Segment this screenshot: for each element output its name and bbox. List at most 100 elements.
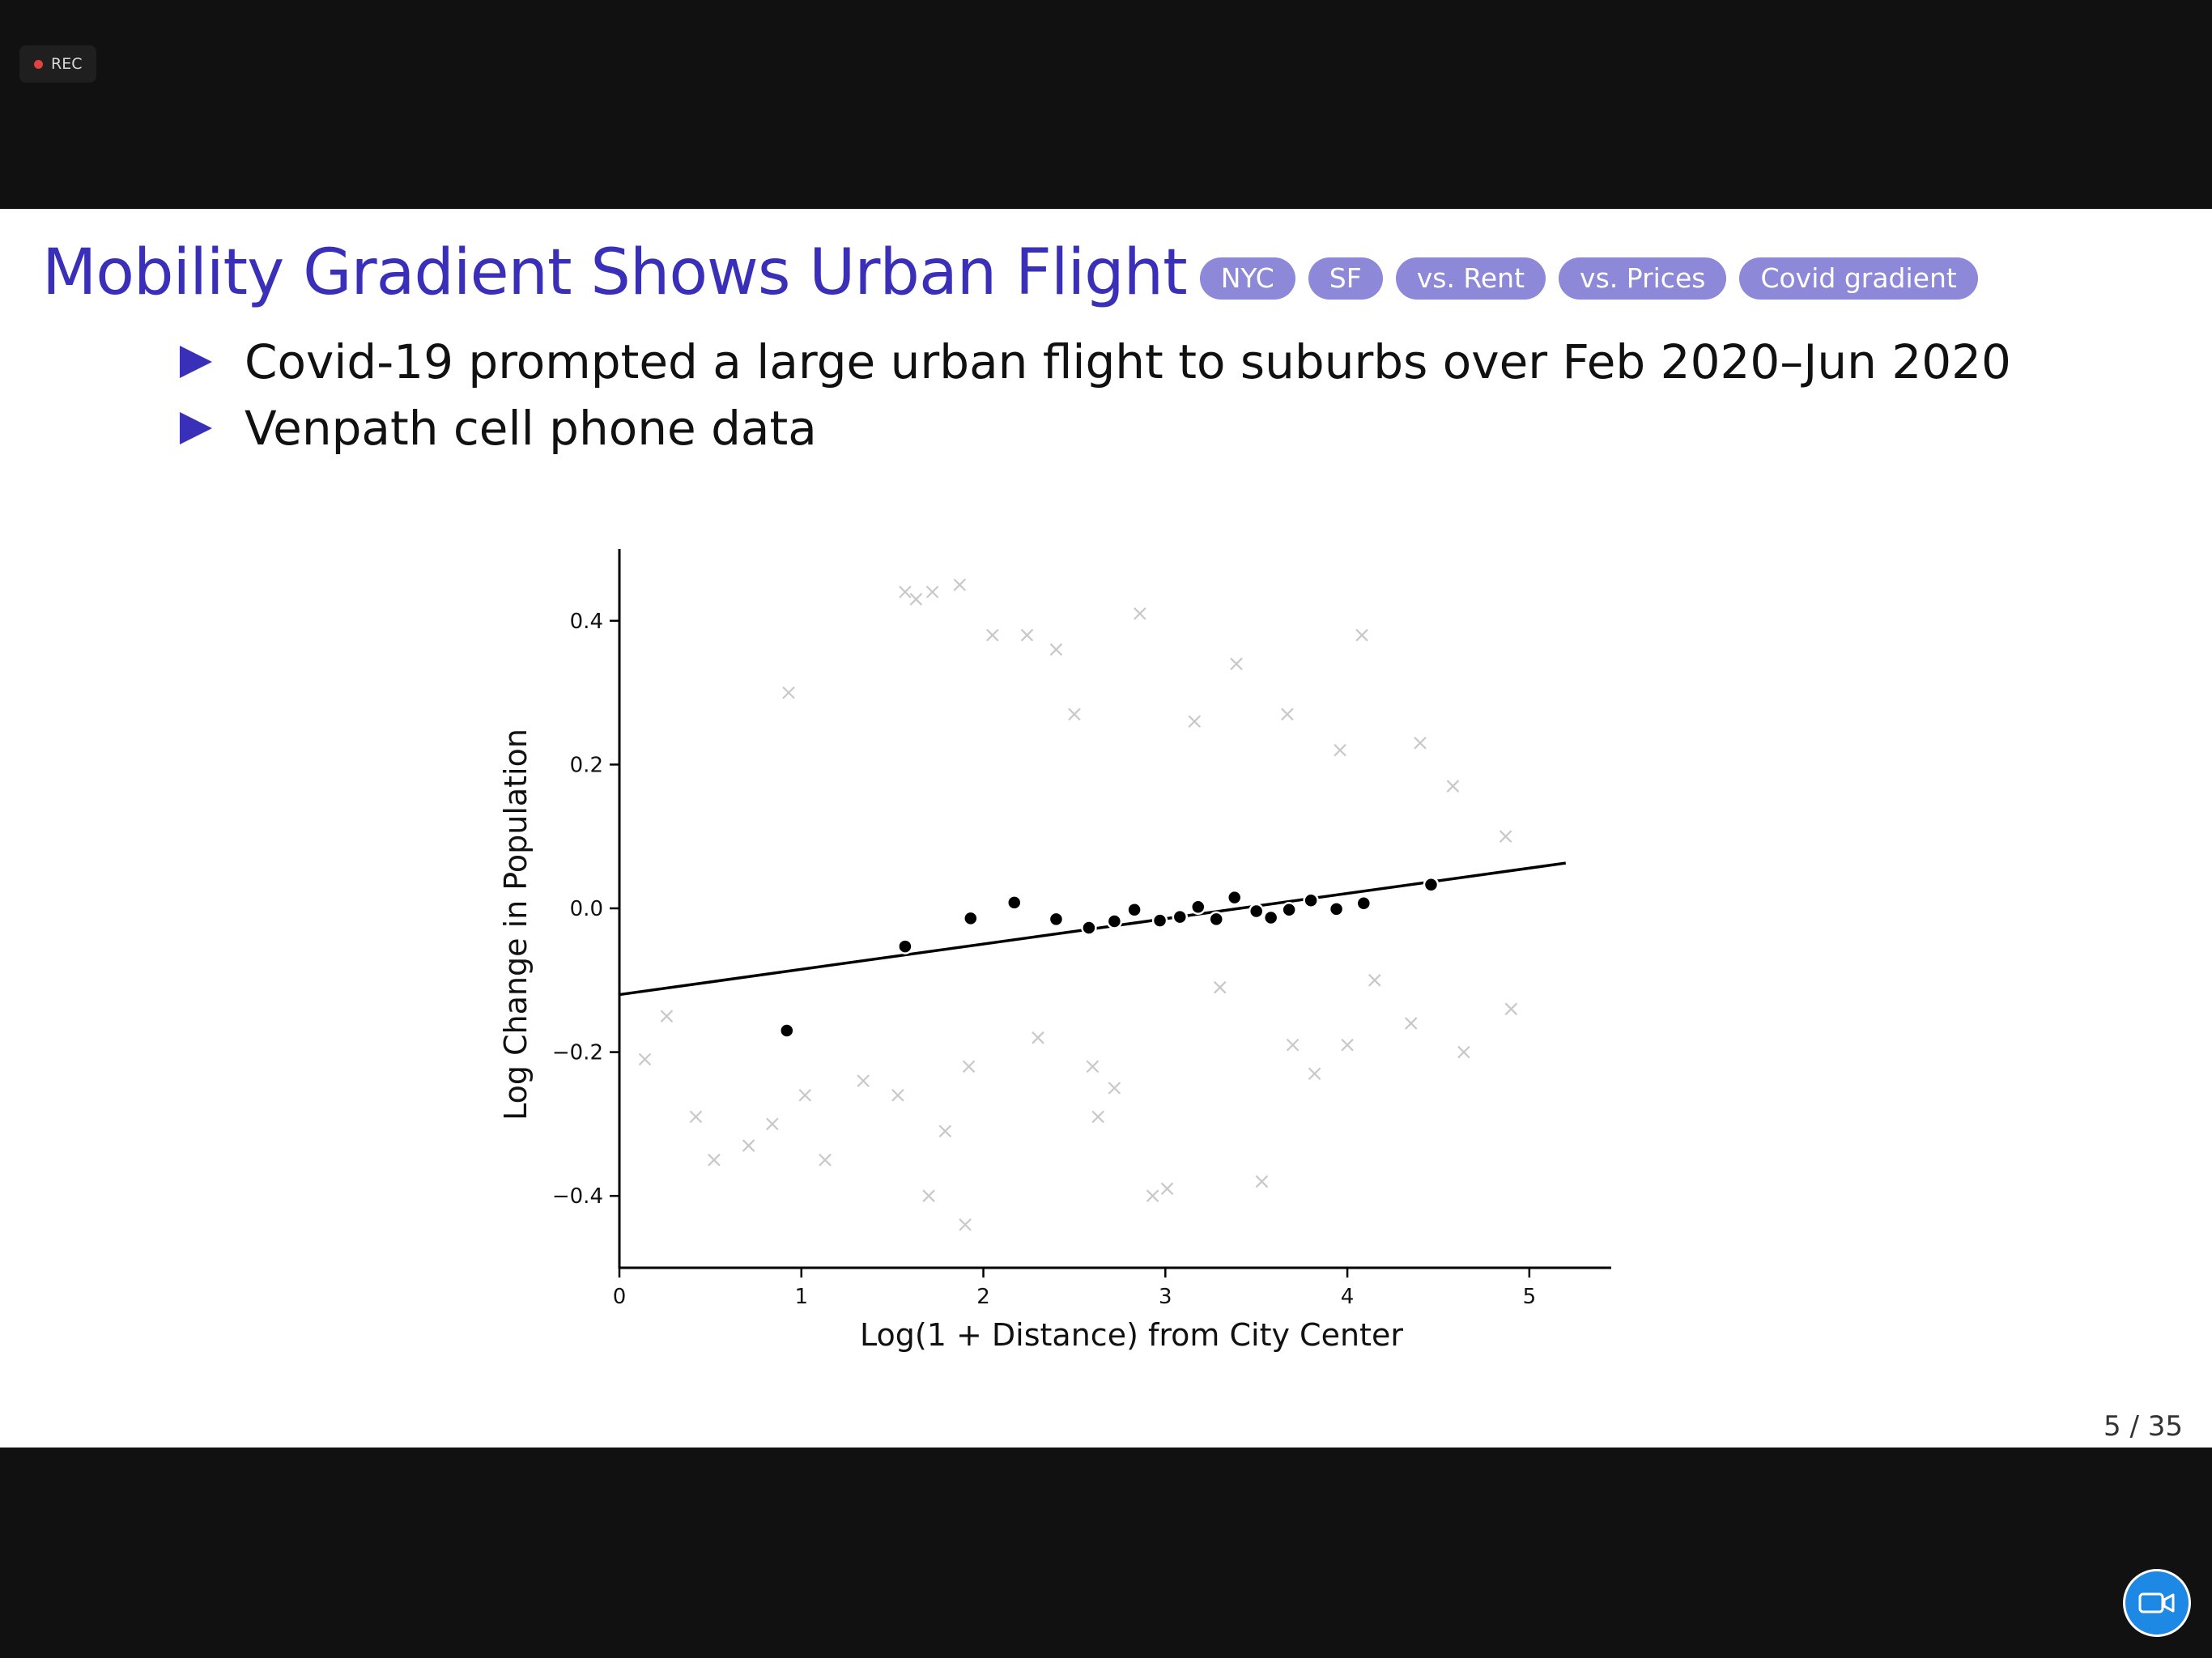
raw-point	[1108, 1082, 1121, 1095]
raw-point	[962, 1060, 976, 1073]
raw-point	[1068, 708, 1081, 721]
binned-means-layer	[779, 876, 1440, 1039]
raw-point	[1188, 715, 1202, 728]
y-tick-label: 0.2	[570, 753, 603, 777]
raw-point	[1499, 830, 1512, 843]
raw-point	[798, 1089, 812, 1102]
raw-point	[938, 1124, 952, 1138]
x-tick-label: 3	[1159, 1285, 1172, 1309]
x-tick-label: 2	[976, 1285, 990, 1309]
raw-point	[1308, 1067, 1321, 1081]
x-tick-label: 1	[794, 1285, 808, 1309]
bullet-list: Covid-19 prompted a large urban flight t…	[180, 329, 2011, 461]
tag-sf-link[interactable]: SF	[1308, 257, 1383, 300]
slide-title-row: Mobility Gradient Shows Urban Flight NYC…	[42, 241, 1978, 304]
y-tick-label: 0.0	[570, 897, 603, 921]
raw-point	[1414, 736, 1427, 750]
raw-point	[857, 1074, 870, 1087]
raw-point	[1032, 1031, 1044, 1044]
raw-point	[922, 1189, 935, 1202]
raw-point	[708, 1154, 721, 1167]
tag-covid-gradient-link[interactable]: Covid gradient	[1739, 257, 1978, 300]
mean-point	[779, 1022, 795, 1039]
tag-vs-rent-link[interactable]: vs. Rent	[1395, 257, 1546, 300]
mean-point	[1048, 911, 1065, 928]
raw-point	[953, 578, 967, 592]
presentation-slide: Mobility Gradient Shows Urban Flight NYC…	[0, 209, 2212, 1448]
mean-point	[963, 910, 979, 927]
tag-vs-prices-link[interactable]: vs. Prices	[1559, 257, 1727, 300]
raw-point	[689, 1110, 703, 1124]
slide-title: Mobility Gradient Shows Urban Flight	[42, 236, 1188, 309]
raw-point	[819, 1154, 832, 1167]
video-camera-button[interactable]	[2123, 1569, 2191, 1637]
x-tick-label: 5	[1523, 1285, 1537, 1309]
mean-point	[897, 938, 913, 954]
mean-point	[1126, 902, 1142, 918]
raw-point	[1341, 1038, 1354, 1052]
raw-point	[1230, 657, 1243, 670]
raw-point	[899, 585, 912, 599]
page-number: 5 / 35	[2104, 1410, 2183, 1443]
raw-point	[782, 686, 795, 699]
mean-point	[1172, 908, 1189, 925]
raw-point	[1020, 628, 1034, 642]
raw-point	[1134, 607, 1146, 620]
mean-point	[1355, 895, 1372, 912]
raw-point	[1086, 1060, 1100, 1073]
triangle-bullet-icon	[180, 346, 212, 378]
bullet-text: Covid-19 prompted a large urban flight t…	[245, 334, 2011, 389]
y-tick-label: −0.4	[552, 1184, 603, 1209]
mean-point	[1248, 903, 1265, 920]
mean-point	[1006, 895, 1023, 911]
tag-nyc-link[interactable]: NYC	[1199, 257, 1295, 300]
raw-point	[925, 585, 939, 599]
raw-point	[1255, 1175, 1269, 1188]
video-camera-icon	[2138, 1592, 2175, 1613]
mean-point	[1208, 911, 1224, 928]
raw-point	[1146, 1189, 1159, 1202]
raw-point	[891, 1089, 904, 1102]
mean-point	[1328, 901, 1345, 917]
raw-observations-layer	[638, 578, 1518, 1231]
axes-layer: 0 1 2 3 4 5 −0.4 −0.2 0.0 0.2 0.4	[552, 549, 1611, 1309]
mean-point	[1423, 876, 1440, 893]
raw-point	[1404, 1017, 1418, 1030]
mean-point	[1190, 899, 1206, 915]
raw-point	[1160, 1182, 1174, 1196]
raw-point	[638, 1052, 652, 1066]
raw-point	[1281, 708, 1294, 721]
raw-point	[660, 1010, 674, 1022]
raw-point	[1213, 980, 1227, 994]
mean-point	[1106, 913, 1123, 929]
mean-point	[1281, 902, 1297, 918]
y-tick-label: 0.4	[570, 610, 603, 634]
mean-point	[1226, 889, 1243, 906]
scatter-chart-svg: 0 1 2 3 4 5 −0.4 −0.2 0.0 0.2 0.4 Log(1 + Distance…	[498, 549, 1611, 1353]
raw-point	[1355, 628, 1368, 642]
y-axis-label: Log Change in Population	[498, 729, 534, 1120]
raw-point	[1049, 643, 1063, 657]
raw-point	[959, 1218, 972, 1231]
bullet-item: Venpath cell phone data	[180, 395, 2011, 461]
raw-point	[742, 1139, 755, 1152]
raw-point	[986, 628, 999, 642]
mean-point	[1081, 920, 1097, 936]
bullet-item: Covid-19 prompted a large urban flight t…	[180, 329, 2011, 395]
raw-point	[1368, 974, 1381, 987]
raw-point	[1504, 1002, 1518, 1016]
raw-point	[766, 1117, 779, 1131]
raw-point	[1334, 743, 1346, 757]
recording-label: REC	[51, 55, 83, 73]
record-dot-icon	[34, 59, 43, 69]
recording-indicator: REC	[19, 45, 97, 83]
raw-point	[1091, 1110, 1104, 1124]
mean-point	[1303, 892, 1319, 908]
scatter-chart: 0 1 2 3 4 5 −0.4 −0.2 0.0 0.2 0.4 Log(1 + Distance…	[486, 549, 1652, 1367]
bullet-text: Venpath cell phone data	[245, 401, 817, 456]
raw-point	[1446, 780, 1460, 793]
x-axis-label: Log(1 + Distance) from City Center	[860, 1317, 1403, 1353]
triangle-bullet-icon	[180, 412, 212, 444]
y-tick-label: −0.2	[552, 1041, 603, 1065]
x-tick-label: 4	[1341, 1285, 1355, 1309]
